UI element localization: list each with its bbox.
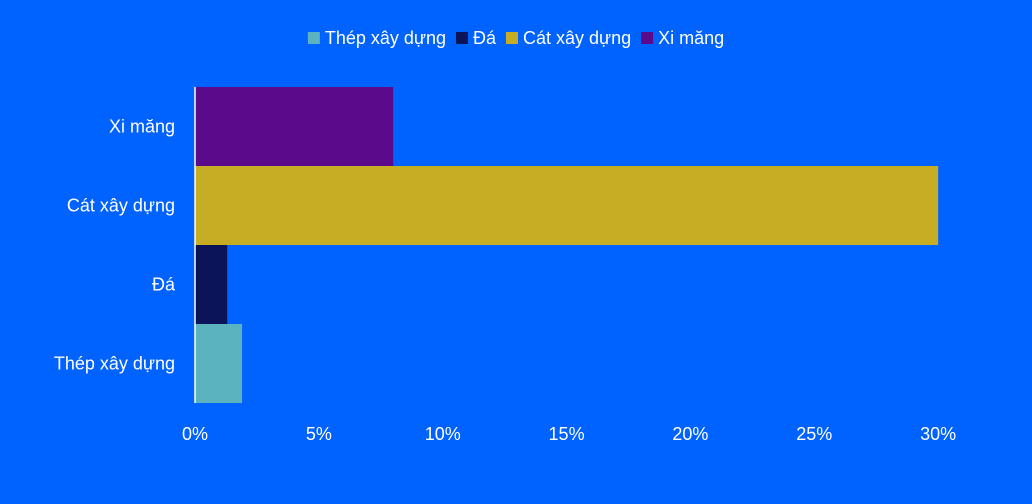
category-label: Đá	[152, 275, 176, 295]
x-tick-label: 5%	[306, 424, 332, 444]
bar-cát-xây-dựng	[195, 166, 939, 245]
x-tick-labels: 0%5%10%15%20%25%30%35%	[182, 424, 956, 444]
x-tick-label: 15%	[549, 424, 585, 444]
legend-swatch	[505, 32, 518, 44]
bar-đá	[195, 245, 228, 324]
legend-item: Xi măng	[641, 28, 724, 48]
bars	[195, 87, 939, 403]
category-label: Cát xây dựng	[67, 196, 175, 216]
x-tick-label: 30%	[920, 424, 956, 444]
x-tick-label: 25%	[796, 424, 832, 444]
legend-label: Thép xây dựng	[325, 28, 446, 48]
bar-xi-măng	[195, 87, 394, 166]
category-labels: Thép xây dựng Đá Cát xây dựng Xi măng	[54, 117, 176, 374]
legend-swatch	[307, 32, 320, 44]
x-tick-label: 10%	[425, 424, 461, 444]
category-label: Xi măng	[109, 117, 175, 137]
legend-swatch	[455, 32, 468, 44]
legend-label: Cát xây dựng	[523, 28, 631, 48]
category-label: Thép xây dựng	[54, 354, 175, 374]
legend-swatch	[641, 32, 654, 44]
legend-item: Cát xây dựng	[505, 28, 631, 48]
legend-item: Thép xây dựng	[307, 28, 446, 48]
x-tick-label: 20%	[672, 424, 708, 444]
legend-item: Đá	[455, 28, 497, 48]
bar-thép-xây-dựng	[195, 324, 243, 403]
legend: Thép xây dựng Đá Cát xây dựng Xi măng	[307, 28, 724, 48]
x-tick-label: 0%	[182, 424, 208, 444]
legend-label: Xi măng	[658, 28, 724, 48]
legend-label: Đá	[473, 28, 497, 48]
